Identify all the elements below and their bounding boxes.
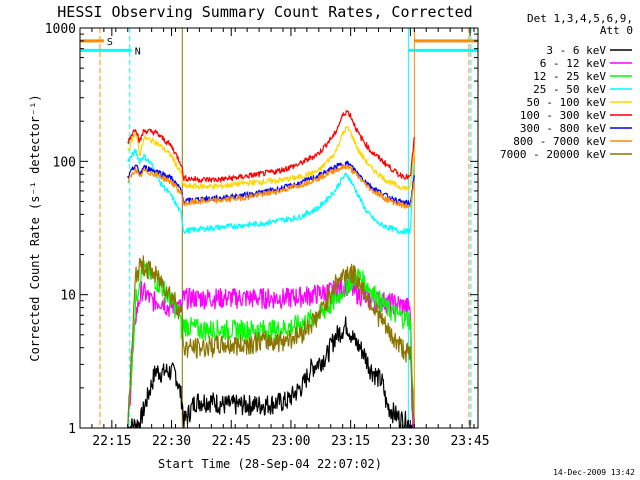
x-tick-label: 22:30 (152, 434, 191, 449)
flag-label: N (135, 46, 141, 57)
plot-frame (79, 27, 479, 429)
plot-area: SN (80, 28, 478, 429)
legend-label: 25 - 50 keV (533, 83, 606, 96)
legend-label: 7000 - 20000 keV (500, 148, 606, 161)
footer-date: 14-Dec-2009 13:42 (553, 468, 635, 477)
legend-label: 6 - 12 keV (540, 57, 607, 70)
series-line-4 (127, 126, 415, 191)
series-line-7 (127, 164, 415, 209)
legend-label: 3 - 6 keV (546, 44, 606, 57)
y-tick-label: 1000 (45, 22, 76, 37)
y-tick-label: 10 (60, 289, 76, 304)
legend-header: Det 1,3,4,5,6,9, (527, 12, 633, 25)
legend-header: Att 0 (600, 24, 633, 37)
series-line-0 (127, 316, 415, 429)
legend-label: 300 - 800 keV (520, 122, 606, 135)
axes: 1 10 100 1000 22:15 22:30 22:45 23:00 23:15 23:30… (45, 22, 490, 449)
legend-label: 50 - 100 keV (527, 96, 607, 109)
x-tick-label: 23:00 (271, 434, 310, 449)
x-axis-label: Start Time (28-Sep-04 22:07:02) (158, 457, 382, 471)
x-tick-label: 23:15 (331, 434, 370, 449)
flag-label: S (107, 37, 113, 48)
series-line-8 (127, 255, 415, 429)
legend-label: 800 - 7000 keV (513, 135, 606, 148)
y-tick-label: 1 (68, 422, 76, 437)
series-line-3 (127, 148, 415, 235)
x-tick-label: 22:15 (92, 434, 131, 449)
x-tick-label: 22:45 (212, 434, 251, 449)
legend-label: 12 - 25 keV (533, 70, 606, 83)
chart-title: HESSI Observing Summary Count Rates, Cor… (57, 3, 472, 21)
legend-label: 100 - 300 keV (520, 109, 606, 122)
series-line-5 (127, 110, 415, 183)
x-tick-label: 23:30 (391, 434, 430, 449)
x-tick-label: 23:45 (450, 434, 489, 449)
y-axis-label: Corrected Count Rate (s⁻¹ detector⁻¹) (28, 94, 42, 361)
y-tick-label: 100 (53, 155, 76, 170)
